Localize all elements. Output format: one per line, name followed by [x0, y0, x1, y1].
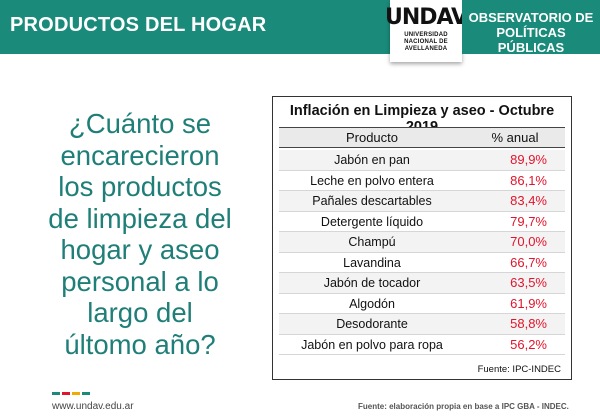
table-row: Pañales descartables 83,4% [279, 191, 565, 212]
question-text: ¿Cuánto se encarecieron los productos de… [48, 108, 232, 360]
table-header: Producto % anual [279, 127, 565, 148]
table-row: Jabón en pan 89,9% [279, 150, 565, 171]
section-title: PRODUCTOS DEL HOGAR [0, 0, 390, 54]
table-row: Algodón 61,9% [279, 293, 565, 314]
column-header-producto: Producto [345, 130, 399, 145]
cell-pct: 70,0% [510, 234, 547, 249]
cell-pct: 79,7% [510, 213, 547, 229]
cell-pct: 61,9% [510, 295, 547, 311]
observatorio-title: OBSERVATORIO DE POLÍTICAS PÚBLICAS [462, 0, 600, 55]
cell-pct: 83,4% [510, 193, 547, 208]
cell-pct: 89,9% [510, 152, 547, 167]
cell-producto: Pañales descartables [312, 194, 432, 208]
cell-producto: Detergente líquido [320, 214, 424, 229]
cell-pct: 56,2% [510, 336, 547, 352]
footer-color-bar [52, 392, 90, 395]
table-title: Inflación en Limpieza y aseo - Octubre 2… [289, 103, 555, 135]
table-row: Jabón en polvo para ropa 56,2% [279, 334, 565, 355]
inflation-table: Inflación en Limpieza y aseo - Octubre 2… [272, 96, 572, 380]
cell-pct: 63,5% [510, 275, 547, 290]
cell-producto: Algodón [349, 296, 395, 311]
table-row: Leche en polvo entera 86,1% [279, 170, 565, 191]
cell-pct: 66,7% [510, 254, 547, 270]
footer-url: www.undav.edu.ar [52, 401, 134, 412]
footer-bar-segment [72, 392, 80, 395]
footer-bar-segment [62, 392, 70, 395]
column-header-pct: % anual [491, 130, 539, 145]
logo-subtitle: UNIVERSIDAD NACIONAL DE AVELLANEDA [404, 32, 448, 52]
table-row: Lavandina 66,7% [279, 252, 565, 273]
footer-source: Fuente: elaboración propia en base a IPC… [358, 402, 569, 411]
cell-producto: Jabón de tocador [323, 276, 421, 290]
cell-pct: 58,8% [510, 316, 547, 331]
cell-producto: Jabón en polvo para ropa [301, 337, 443, 352]
table-row: Jabón de tocador 63,5% [279, 273, 565, 294]
header: PRODUCTOS DEL HOGAR UNDAV UNIVERSIDAD NA… [0, 0, 600, 62]
table-row: Detergente líquido 79,7% [279, 211, 565, 232]
footer-bar-segment [82, 392, 90, 395]
table-body: Jabón en pan 89,9% Leche en polvo entera 86… [279, 150, 565, 355]
cell-producto: Champú [348, 235, 396, 249]
cell-pct: 86,1% [510, 172, 547, 188]
cell-producto: Lavandina [343, 255, 401, 270]
table-source: Fuente: IPC-INDEC [477, 364, 561, 375]
logo-mark: UNDAV [384, 5, 468, 30]
cell-producto: Jabón en pan [334, 153, 410, 167]
footer-bar-segment [52, 392, 60, 395]
cell-producto: Desodorante [336, 317, 408, 331]
table-row: Champú 70,0% [279, 232, 565, 253]
cell-producto: Leche en polvo entera [310, 173, 434, 188]
table-row: Desodorante 58,8% [279, 314, 565, 335]
undav-logo: UNDAV UNIVERSIDAD NACIONAL DE AVELLANEDA [385, 0, 468, 62]
